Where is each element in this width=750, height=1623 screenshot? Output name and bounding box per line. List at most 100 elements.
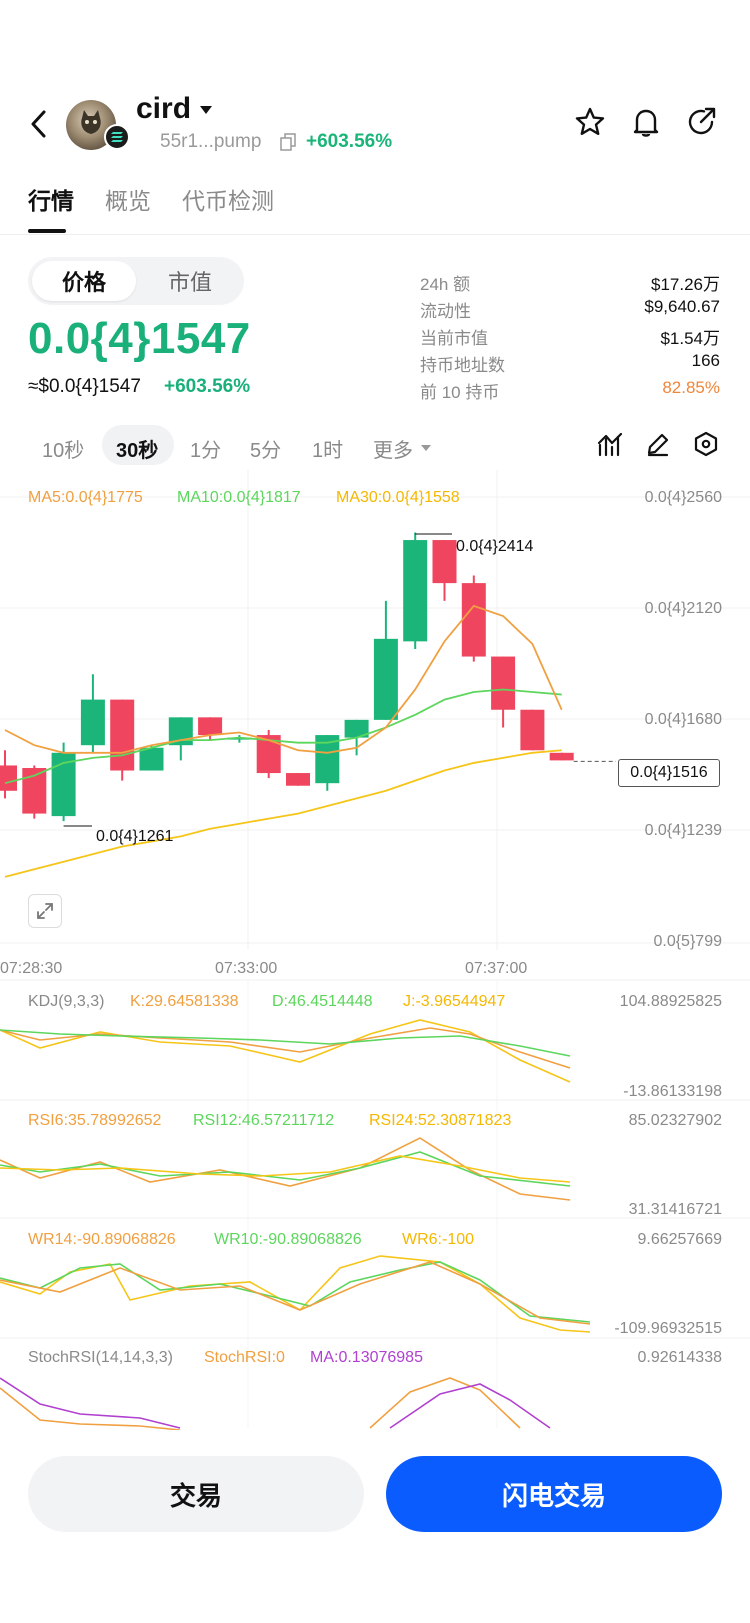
candle-body	[461, 583, 486, 657]
interval-more[interactable]: 更多	[373, 440, 413, 462]
indicator-button[interactable]	[594, 428, 626, 460]
draw-button[interactable]	[642, 428, 674, 460]
kdj-j: J:-3.96544947	[403, 993, 506, 1010]
stochrsi-ma-line	[389, 1383, 551, 1429]
candle-body	[373, 638, 398, 720]
tab-overview[interactable]: 概览	[105, 188, 151, 214]
current-price-tag: 0.0{4}1516	[618, 759, 720, 787]
stat-value-mcap: $1.54万	[660, 329, 720, 348]
star-icon	[575, 107, 605, 135]
interval-active-pill	[102, 425, 174, 465]
share-button[interactable]	[684, 104, 720, 140]
wr10: WR10:-90.89068826	[214, 1231, 362, 1248]
tab-token-check[interactable]: 代币检测	[182, 188, 274, 214]
price-axis-label: 0.0{4}1680	[644, 711, 722, 728]
candle-body	[110, 699, 135, 771]
ma5-line	[4, 604, 563, 754]
kdj-min: -13.86133198	[623, 1083, 722, 1100]
stochrsi-title: StochRSI(14,14,3,3)	[28, 1349, 173, 1366]
stat-value-holders: 166	[691, 351, 720, 370]
kdj-d-line	[0, 1029, 571, 1057]
stat-value-volume: $17.26万	[651, 275, 720, 294]
share-icon	[688, 107, 716, 135]
wr14: WR14:-90.89068826	[28, 1231, 176, 1248]
alert-button[interactable]	[628, 104, 664, 140]
expand-icon	[37, 903, 53, 919]
divider	[0, 234, 750, 235]
low-price-label: 0.0{4}1261	[96, 828, 174, 845]
back-button[interactable]	[22, 104, 56, 144]
rsi-min: 31.31416721	[628, 1201, 722, 1218]
pencil-icon	[647, 433, 669, 457]
stochrsi-max: 0.92614338	[637, 1349, 722, 1366]
candle-body	[198, 717, 223, 736]
candle-body	[491, 656, 516, 710]
candle-body	[80, 699, 105, 746]
high-price-label: 0.0{4}2414	[456, 538, 534, 555]
tab-underline	[28, 229, 66, 233]
stat-label-holders: 持币地址数	[420, 356, 505, 375]
interval-5m[interactable]: 5分	[250, 440, 282, 462]
ma10-line	[4, 688, 562, 785]
chevron-down-icon[interactable]	[200, 106, 212, 114]
price-axis-label: 0.0{4}2120	[644, 600, 722, 617]
wr-max: 9.66257669	[637, 1231, 722, 1248]
interval-30s[interactable]: 30秒	[116, 440, 159, 462]
time-axis-label: 07:28:30	[0, 960, 63, 977]
price-axis-label: 0.0{4}1239	[644, 822, 722, 839]
kdj-d: D:46.4514448	[272, 993, 373, 1010]
price-axis-label: 0.0{4}2560	[644, 489, 722, 506]
legend-ma10: MA10:0.0{4}1817	[177, 489, 301, 506]
wr14-line	[0, 1261, 591, 1325]
price-axis-label: 0.0{5}799	[653, 933, 722, 950]
toggle-price[interactable]: 价格	[32, 261, 136, 301]
rsi6: RSI6:35.78992652	[28, 1112, 162, 1129]
time-axis-label: 07:33:00	[215, 960, 278, 977]
interval-1h[interactable]: 1时	[312, 440, 344, 462]
candle-body	[403, 540, 428, 642]
candle-body	[0, 765, 17, 791]
candle-body	[139, 747, 164, 771]
stochrsi-value: StochRSI:0	[204, 1349, 285, 1366]
wr6: WR6:-100	[402, 1231, 475, 1248]
settings-button[interactable]	[690, 428, 722, 460]
token-address: 55r1...pump	[160, 131, 262, 152]
favorite-button[interactable]	[572, 104, 608, 140]
candle-body	[520, 709, 545, 751]
usd-price: ≈$0.0{4}1547	[28, 376, 141, 397]
rsi12: RSI12:46.57211712	[193, 1112, 335, 1129]
legend-ma30: MA30:0.0{4}1558	[336, 489, 460, 506]
candle-body	[286, 773, 310, 786]
solana-icon	[104, 124, 130, 150]
kdj-max: 104.88925825	[619, 993, 722, 1010]
token-name[interactable]: cird	[136, 92, 192, 125]
token-change: +603.56%	[306, 131, 393, 152]
price-change: +603.56%	[164, 376, 251, 397]
kdj-j-line	[0, 1019, 571, 1083]
rsi-max: 85.02327902	[628, 1112, 722, 1129]
toggle-mcap[interactable]: 市值	[167, 270, 212, 295]
kdj-k: K:29.64581338	[130, 993, 239, 1010]
stat-label-mcap: 当前市值	[420, 329, 488, 348]
cat-icon	[81, 110, 101, 134]
time-axis-label: 07:37:00	[465, 960, 528, 977]
stochrsi-line	[0, 1387, 181, 1430]
tab-market[interactable]: 行情	[28, 188, 74, 214]
fullscreen-button[interactable]	[28, 894, 62, 928]
wr10-line	[0, 1261, 591, 1323]
stat-label-top10: 前 10 持币	[420, 383, 500, 402]
kdj-title: KDJ(9,3,3)	[28, 993, 105, 1010]
interval-1m[interactable]: 1分	[190, 440, 222, 462]
chevron-down-icon	[421, 445, 431, 451]
hexagon-settings-icon	[694, 431, 718, 457]
interval-10s[interactable]: 10秒	[42, 440, 85, 462]
copy-icon[interactable]	[280, 133, 296, 151]
trade-button[interactable]: 交易	[28, 1456, 364, 1532]
stat-label-liquidity: 流动性	[420, 302, 471, 321]
rsi24: RSI24:52.30871823	[369, 1112, 512, 1129]
wr-min: -109.96932515	[614, 1320, 722, 1337]
candle-body	[344, 719, 369, 738]
candlestick-chart[interactable]	[0, 470, 750, 1430]
flash-trade-button[interactable]: 闪电交易	[386, 1456, 722, 1532]
stat-value-top10: 82.85%	[662, 378, 720, 397]
